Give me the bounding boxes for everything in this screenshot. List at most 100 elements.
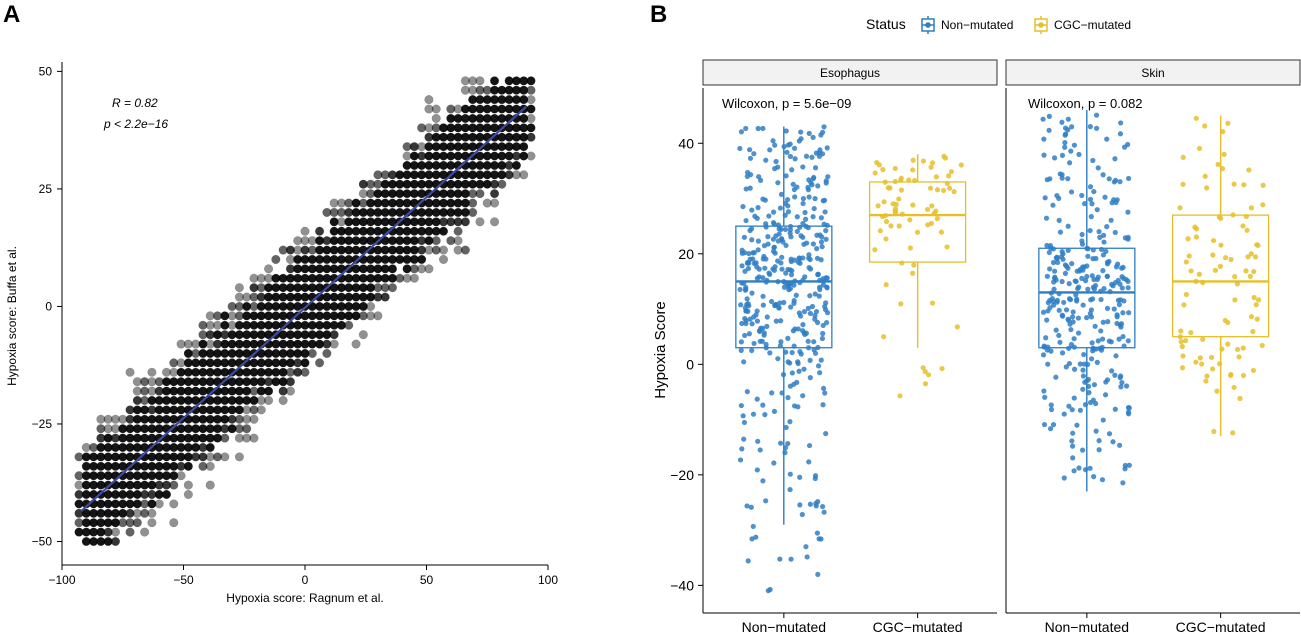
jitter-point xyxy=(797,349,803,355)
jitter-point xyxy=(933,208,939,214)
jitter-point xyxy=(807,375,813,381)
jitter-point xyxy=(1080,386,1086,392)
scatter-point xyxy=(358,330,368,340)
jitter-point xyxy=(763,224,769,230)
jitter-point xyxy=(1040,352,1047,358)
scatter-point xyxy=(125,367,135,377)
jitter-point xyxy=(762,265,768,271)
jitter-point xyxy=(898,175,904,181)
jitter-point xyxy=(821,509,827,515)
facet-strip-esophagus xyxy=(702,59,998,86)
jitter-point xyxy=(939,365,945,372)
jitter-point xyxy=(1237,395,1243,402)
jitter-point xyxy=(1057,339,1063,345)
jitter-point xyxy=(756,328,762,334)
jitter-point xyxy=(1117,297,1124,303)
jitter-point xyxy=(1065,247,1071,253)
jitter-point xyxy=(1119,265,1125,271)
scatter-point xyxy=(249,339,259,349)
scatter-point xyxy=(446,142,456,152)
jitter-point xyxy=(1099,477,1106,483)
jitter-point xyxy=(1096,438,1102,444)
jitter-point xyxy=(739,247,745,253)
jitter-point xyxy=(824,285,830,291)
jitter-point xyxy=(773,158,779,165)
scatter-point xyxy=(460,85,470,95)
jitter-point xyxy=(1088,356,1095,362)
jitter-point xyxy=(1240,345,1246,351)
jitter-point xyxy=(775,180,781,186)
jitter-point xyxy=(1062,144,1068,150)
jitter-point xyxy=(1068,148,1074,154)
scatter-point xyxy=(387,236,398,246)
scatter-point xyxy=(118,508,128,518)
scatter-point xyxy=(424,142,434,152)
scatter-point xyxy=(96,518,106,528)
jitter-point xyxy=(744,296,750,302)
jitter-point xyxy=(820,503,826,510)
jitter-point xyxy=(1221,151,1227,157)
jitter-point xyxy=(818,257,824,263)
jitter-point xyxy=(1056,217,1062,223)
scatter-point xyxy=(132,433,142,443)
jitter-point xyxy=(1087,227,1093,234)
scatter-point xyxy=(366,198,376,208)
jitter-point xyxy=(1114,312,1120,318)
scatter-point xyxy=(460,179,470,189)
jitter-point xyxy=(1185,236,1191,242)
jitter-point xyxy=(958,162,964,168)
jitter-point xyxy=(928,164,934,170)
scatter-point xyxy=(468,132,478,142)
jitter-point xyxy=(1112,177,1119,183)
jitter-point xyxy=(1260,202,1266,208)
scatter-point xyxy=(446,198,456,208)
jitter-point xyxy=(1065,127,1071,133)
scatter-point xyxy=(380,170,390,180)
jitter-point xyxy=(1180,154,1186,161)
scatter-point xyxy=(110,527,121,537)
jitter-point xyxy=(1219,346,1225,352)
jitter-point xyxy=(779,266,785,272)
jitter-point xyxy=(791,282,797,288)
jitter-point xyxy=(1218,242,1224,248)
jitter-point xyxy=(806,442,813,449)
jitter-point xyxy=(805,305,811,311)
jitter-point xyxy=(1040,309,1047,315)
jitter-point xyxy=(1225,341,1231,347)
scatter-point xyxy=(358,292,368,302)
scatter-point xyxy=(242,424,252,434)
jitter-point xyxy=(738,339,744,345)
jitter-point xyxy=(777,343,783,349)
scatter-point xyxy=(96,414,106,424)
jitter-point xyxy=(1088,214,1094,220)
scatter-point xyxy=(176,405,186,415)
jitter-point xyxy=(807,357,813,363)
jitter-point xyxy=(925,222,931,228)
scatter-point xyxy=(336,245,347,255)
jitter-point xyxy=(1112,156,1118,162)
scatter-point xyxy=(147,405,157,415)
jitter-point xyxy=(1100,172,1106,178)
scatter-point xyxy=(81,442,91,453)
scatter-point xyxy=(191,424,201,434)
jitter-point xyxy=(1118,120,1124,126)
jitter-point xyxy=(809,154,815,160)
jitter-point xyxy=(1051,279,1057,285)
jitter-point xyxy=(793,292,799,298)
jitter-point xyxy=(738,302,744,308)
scatter-point xyxy=(271,301,281,311)
scatter-point xyxy=(154,499,164,509)
jitter-point xyxy=(1097,234,1103,240)
jitter-point xyxy=(925,372,932,378)
scatter-point xyxy=(307,264,317,274)
jitter-point xyxy=(1105,319,1111,325)
jitter-point xyxy=(1225,120,1231,126)
jitter-point xyxy=(1084,315,1090,321)
regression-line xyxy=(80,105,527,512)
jitter-point xyxy=(1080,302,1086,308)
jitter-point xyxy=(743,284,749,291)
jitter-point xyxy=(1052,155,1058,161)
jitter-point xyxy=(1081,351,1087,358)
scatter-point xyxy=(460,245,470,255)
jitter-point xyxy=(741,234,747,240)
